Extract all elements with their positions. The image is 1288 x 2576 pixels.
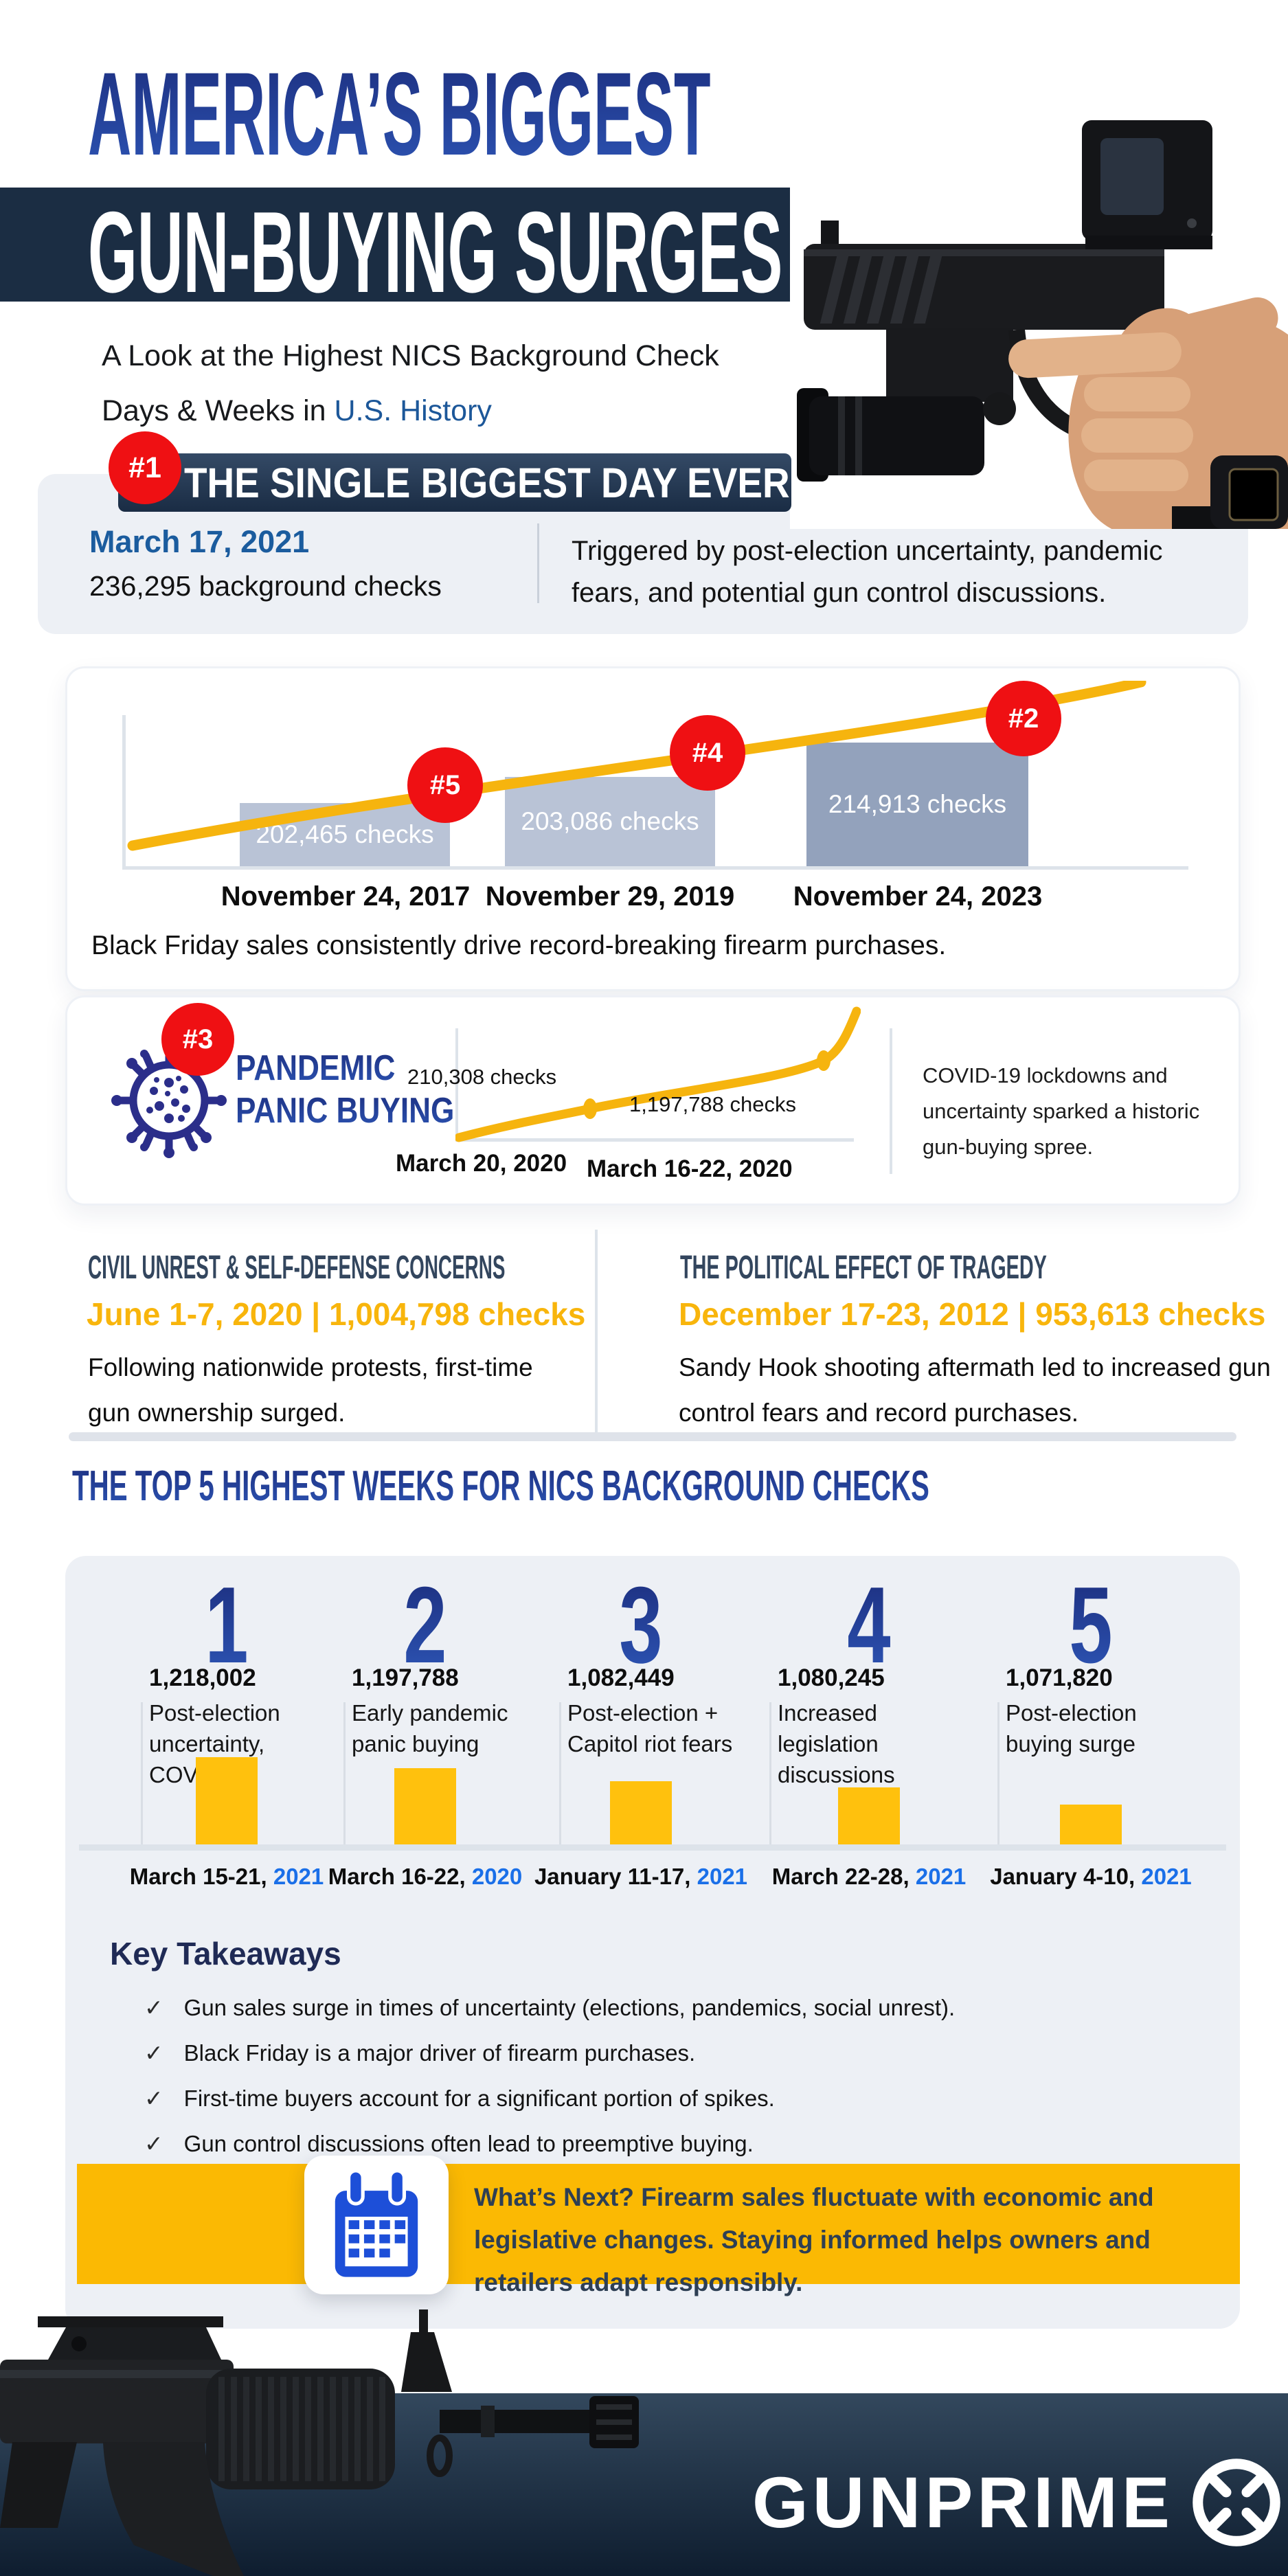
top5-card: 1 2 3 4 5 1,218,002 1,197,788 1,082,449 … bbox=[65, 1556, 1240, 2329]
top5-rank-2: 2 bbox=[403, 1565, 447, 1686]
event-civil-description: Following nationwide protests, first-tim… bbox=[88, 1353, 533, 1427]
takeaways-heading: Key Takeaways bbox=[110, 1936, 341, 1971]
top5-date-1: March 15-21, 2021 bbox=[129, 1864, 324, 1889]
check-icon: ✓ bbox=[144, 2131, 163, 2156]
pandemic-y-axis bbox=[455, 1028, 458, 1140]
top5-value-2: 1,197,788 bbox=[352, 1664, 459, 1691]
takeaway-item: ✓ First-time buyers account for a signifi… bbox=[144, 2086, 775, 2111]
events-divider bbox=[595, 1230, 598, 1432]
single-day-divider bbox=[537, 523, 539, 603]
bf-date-2017: November 24, 2017 bbox=[221, 881, 471, 912]
pandemic-title: PANDEMIC PANIC BUYING bbox=[236, 1048, 455, 1131]
calendar-icon bbox=[335, 2169, 418, 2277]
event-civil-heading: CIVIL UNREST & SELF-DEFENSE CONCERNS bbox=[88, 1250, 506, 1286]
calendar-card bbox=[304, 2156, 449, 2294]
top5-desc-2: Early pandemic panic buying bbox=[352, 1700, 508, 1756]
check-icon: ✓ bbox=[144, 2086, 163, 2111]
rank-badge-5: #5 bbox=[407, 747, 483, 823]
top5-rank-3: 3 bbox=[619, 1565, 663, 1686]
pandemic-description: COVID-19 lockdowns and uncertainty spark… bbox=[923, 1063, 1200, 1159]
takeaway-item: ✓ Gun sales surge in times of uncertainty… bbox=[144, 1995, 956, 2020]
top5-rank-5: 5 bbox=[1069, 1565, 1113, 1686]
bf-bar-2019: 203,086 checks bbox=[505, 777, 715, 866]
pandemic-baseline bbox=[455, 1138, 854, 1142]
header-navy-band bbox=[0, 188, 799, 302]
top5-value-1: 1,218,002 bbox=[149, 1664, 256, 1691]
check-icon: ✓ bbox=[144, 1995, 163, 2020]
page-title-line1: AMERICA’S BIGGEST bbox=[88, 48, 711, 180]
top5-col-divider bbox=[997, 1702, 999, 1848]
page-title-line2: GUN-BUYING SURGES bbox=[88, 188, 783, 317]
subtitle: A Look at the Highest NICS Background Ch… bbox=[102, 328, 719, 438]
whats-next-band bbox=[77, 2164, 1240, 2284]
brand-logo: GUNPRIME bbox=[752, 2451, 1288, 2554]
top5-baseline bbox=[79, 1844, 1226, 1851]
top5-date-3: January 11-17, 2021 bbox=[534, 1864, 748, 1889]
top5-col-divider bbox=[559, 1702, 561, 1848]
top5-desc-5: Post-election buying surge bbox=[1006, 1700, 1137, 1756]
event-tragedy-heading: THE POLITICAL EFFECT OF TRAGEDY bbox=[680, 1250, 1047, 1286]
pistol-illustration bbox=[797, 120, 1288, 541]
pandemic-point1-date: March 20, 2020 bbox=[396, 1150, 567, 1177]
black-friday-card: 202,465 checks 203,086 checks 214,913 ch… bbox=[65, 666, 1241, 991]
pandemic-point1-label: 210,308 checks bbox=[407, 1065, 557, 1089]
takeaway-item: ✓ Black Friday is a major driver of firea… bbox=[144, 2040, 696, 2066]
top5-rank-4: 4 bbox=[847, 1565, 891, 1686]
bf-baseline bbox=[122, 866, 1188, 870]
top5-date-5: January 4-10, 2021 bbox=[990, 1864, 1192, 1889]
check-icon: ✓ bbox=[144, 2040, 163, 2066]
single-day-date: March 17, 2021 bbox=[89, 524, 310, 559]
bf-date-2023: November 24, 2023 bbox=[793, 881, 1043, 912]
subtitle-line2: Days & Weeks in U.S. History bbox=[102, 394, 492, 427]
top5-value-3: 1,082,449 bbox=[567, 1664, 675, 1691]
pandemic-point2-label: 1,197,788 checks bbox=[629, 1092, 797, 1116]
top5-col-divider bbox=[141, 1702, 143, 1848]
subtitle-highlight: U.S. History bbox=[334, 394, 492, 427]
takeaway-item: ✓ Gun control discussions often lead to p… bbox=[144, 2131, 754, 2156]
top5-title: THE TOP 5 HIGHEST WEEKS FOR NICS BACKGRO… bbox=[72, 1462, 929, 1510]
bf-y-axis bbox=[122, 715, 126, 868]
pandemic-curve bbox=[455, 1006, 861, 1142]
event-tragedy-description: Sandy Hook shooting aftermath led to inc… bbox=[679, 1353, 1271, 1427]
event-civil-stat: June 1-7, 2020 | 1,004,798 checks bbox=[87, 1296, 586, 1332]
single-day-stat: 236,295 background checks bbox=[89, 570, 442, 602]
top5-bar-1 bbox=[196, 1757, 258, 1844]
top5-date-4: March 22-28, 2021 bbox=[771, 1864, 967, 1889]
top5-rank-1: 1 bbox=[205, 1565, 249, 1686]
top5-col-divider bbox=[769, 1702, 771, 1848]
rifle-photo bbox=[0, 2294, 646, 2576]
pistol-photo bbox=[790, 17, 1288, 541]
rank-badge-4: #4 bbox=[670, 715, 745, 791]
top5-date-2: March 16-22, 2020 bbox=[328, 1864, 523, 1889]
top5-value-4: 1,080,245 bbox=[778, 1664, 885, 1691]
bf-date-2019: November 29, 2019 bbox=[485, 881, 735, 912]
single-day-banner: THE SINGLE BIGGEST DAY EVER bbox=[118, 453, 791, 512]
top5-value-5: 1,071,820 bbox=[1006, 1664, 1113, 1691]
subtitle-line1: A Look at the Highest NICS Background Ch… bbox=[102, 339, 719, 372]
rifle-illustration bbox=[0, 2309, 639, 2576]
pandemic-point2-date: March 16-22, 2020 bbox=[587, 1155, 793, 1182]
rank-badge-3: #3 bbox=[161, 1003, 234, 1076]
brand-logo-text: GUNPRIME bbox=[752, 2462, 1174, 2543]
rank-badge-1: #1 bbox=[109, 431, 181, 504]
top5-desc-4: Increased legislation discussions bbox=[778, 1700, 895, 1787]
top5-bar-2 bbox=[394, 1768, 456, 1844]
single-day-description: Triggered by post-election uncertainty, … bbox=[572, 536, 1163, 608]
top5-bar-4 bbox=[838, 1787, 900, 1844]
bf-bar-2023: 214,913 checks bbox=[806, 743, 1028, 866]
whats-next-text: What’s Next? Firearm sales fluctuate wit… bbox=[474, 2183, 1154, 2296]
pandemic-card: #3 PANDEMIC PANIC BUYING 210,308 checks … bbox=[65, 995, 1241, 1206]
pandemic-divider bbox=[890, 1028, 892, 1174]
top5-col-divider bbox=[343, 1702, 346, 1848]
top5-desc-3: Post-election + Capitol riot fears bbox=[567, 1700, 733, 1756]
section-divider-bar bbox=[69, 1432, 1236, 1441]
top5-bar-5 bbox=[1060, 1805, 1122, 1844]
gunprime-logo-icon bbox=[1193, 2459, 1280, 2546]
event-tragedy-stat: December 17-23, 2012 | 953,613 checks bbox=[679, 1296, 1266, 1332]
bf-caption: Black Friday sales consistently drive re… bbox=[91, 931, 947, 960]
top5-bar-3 bbox=[610, 1781, 672, 1844]
rank-badge-2: #2 bbox=[986, 681, 1061, 756]
